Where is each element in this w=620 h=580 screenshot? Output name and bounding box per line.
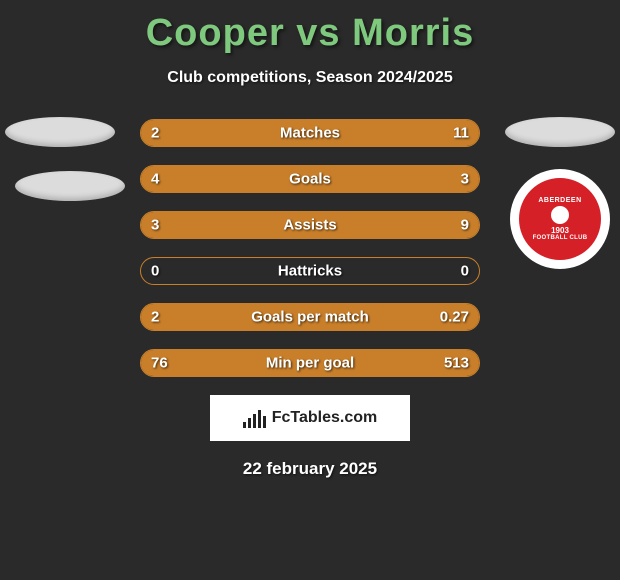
stat-label: Goals per match xyxy=(251,309,369,326)
player-left-badge-top xyxy=(5,117,115,147)
stats-bars-container: 2 11 Matches 4 3 Goals 3 9 Assists 0 0 Hattricks 2 0.… xyxy=(140,119,480,377)
stat-label: Matches xyxy=(280,125,340,142)
stat-value-left: 2 xyxy=(151,309,159,326)
comparison-date: 22 february 2025 xyxy=(0,459,620,479)
stat-value-left: 4 xyxy=(151,171,159,188)
crest-year: 1903 xyxy=(551,226,569,235)
stat-value-left: 3 xyxy=(151,217,159,234)
stat-row: 2 0.27 Goals per match xyxy=(140,303,480,331)
stat-row: 0 0 Hattricks xyxy=(140,257,480,285)
stat-label: Goals xyxy=(289,171,331,188)
stat-row: 2 11 Matches xyxy=(140,119,480,147)
footer-logo-icon xyxy=(243,408,266,428)
stat-value-right: 3 xyxy=(461,171,469,188)
stat-row: 4 3 Goals xyxy=(140,165,480,193)
player-right-badge-top xyxy=(505,117,615,147)
stat-row: 76 513 Min per goal xyxy=(140,349,480,377)
stat-bar-right xyxy=(226,212,480,238)
stat-value-right: 513 xyxy=(444,355,469,372)
crest-ball-icon xyxy=(551,206,569,224)
stat-label: Hattricks xyxy=(278,263,342,280)
stat-value-right: 0.27 xyxy=(440,309,469,326)
crest-text-top: ABERDEEN xyxy=(538,197,581,204)
comparison-subtitle: Club competitions, Season 2024/2025 xyxy=(0,69,620,87)
stat-label: Min per goal xyxy=(266,355,354,372)
crest-text-bottom: FOOTBALL CLUB xyxy=(533,235,588,241)
stat-value-left: 76 xyxy=(151,355,168,372)
stat-label: Assists xyxy=(283,217,336,234)
stat-bar-right xyxy=(334,166,479,192)
footer-brand-text: FcTables.com xyxy=(272,409,378,427)
stat-value-left: 0 xyxy=(151,263,159,280)
stat-row: 3 9 Assists xyxy=(140,211,480,239)
crest-inner: ABERDEEN 1903 FOOTBALL CLUB xyxy=(517,176,603,262)
content-area: ABERDEEN 1903 FOOTBALL CLUB 2 11 Matches 4 3… xyxy=(0,119,620,479)
player-left-badge-bottom xyxy=(15,171,125,201)
footer-brand-badge: FcTables.com xyxy=(210,395,410,441)
club-crest: ABERDEEN 1903 FOOTBALL CLUB xyxy=(510,169,610,269)
stat-value-right: 9 xyxy=(461,217,469,234)
crest-outer-ring: ABERDEEN 1903 FOOTBALL CLUB xyxy=(510,169,610,269)
stat-value-left: 2 xyxy=(151,125,159,142)
stat-value-right: 0 xyxy=(461,263,469,280)
stat-value-right: 11 xyxy=(453,125,469,142)
comparison-title: Cooper vs Morris xyxy=(0,0,620,55)
stat-bar-left xyxy=(141,120,195,146)
